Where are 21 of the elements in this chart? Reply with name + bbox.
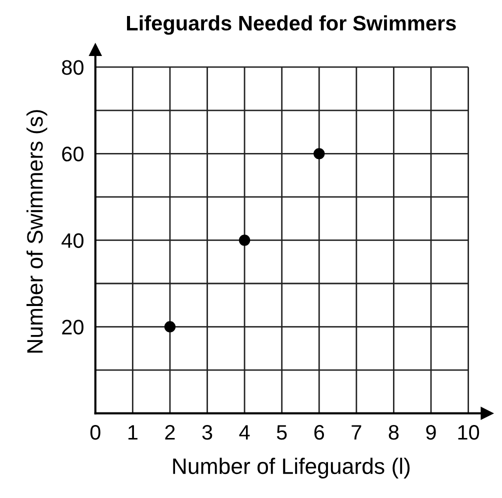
x-tick-label: 4	[239, 425, 250, 440]
x-tick-label: 2	[165, 425, 175, 440]
x-tick-label: 1	[128, 425, 138, 440]
chart-title: Lifeguards Needed for Swimmers	[127, 15, 456, 35]
y-tick-label: 80	[62, 60, 84, 75]
y-axis-title: Number of Swimmers (s)	[26, 110, 48, 353]
x-tick-label: 9	[426, 425, 436, 440]
point	[314, 148, 325, 160]
x-axis-title: Number of Lifeguards (l)	[173, 458, 410, 478]
x-tick-label: 3	[202, 425, 212, 440]
x-tick-label: 7	[352, 425, 362, 440]
y-tick-label: 20	[62, 320, 84, 335]
point	[238, 234, 250, 246]
x-tick-label: 6	[314, 425, 324, 440]
y-tick-label: 40	[62, 233, 84, 248]
x-tick-label: 0	[90, 425, 100, 440]
x-tick-label: 8	[388, 425, 399, 440]
x-tick-label: 5	[276, 425, 287, 440]
point	[164, 321, 176, 332]
x-tick-label: 10	[458, 425, 480, 440]
y-tick-label: 60	[62, 146, 84, 162]
